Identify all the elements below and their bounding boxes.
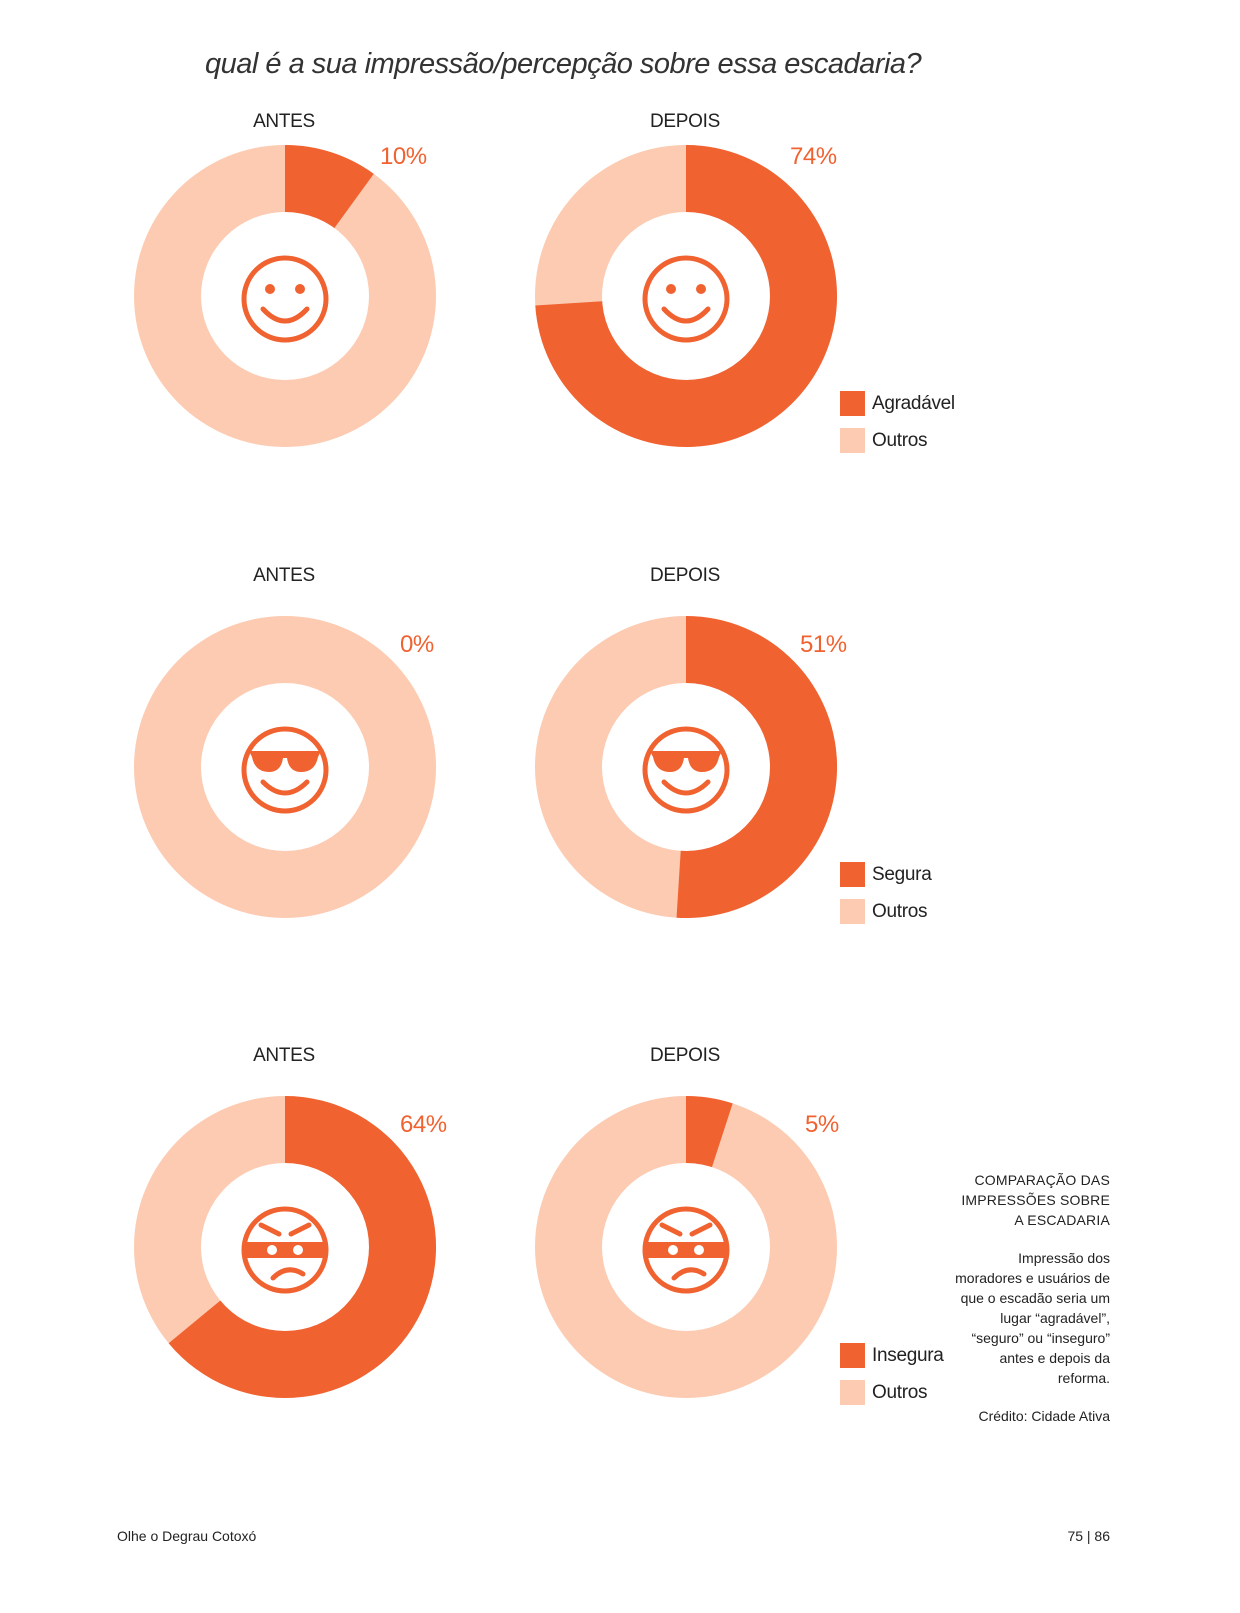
legend: Segura Outros <box>840 856 932 930</box>
legend-label: Segura <box>872 863 932 885</box>
legend-swatch-light <box>840 899 865 924</box>
legend-label: Outros <box>872 1381 928 1403</box>
smiley-icon <box>241 255 329 343</box>
page-number: 75 | 86 <box>1067 1528 1110 1544</box>
bandit-face-icon <box>642 1206 730 1294</box>
chart-label-antes: ANTES <box>253 565 315 586</box>
chart-label-depois: DEPOIS <box>650 1045 720 1066</box>
caption-body: Impressão dos moradores e usuários de qu… <box>955 1250 1110 1386</box>
legend-item-secondary: Outros <box>840 1374 944 1411</box>
percentage-label: 5% <box>805 1111 839 1138</box>
legend-label: Outros <box>872 429 928 451</box>
legend-item-secondary: Outros <box>840 422 955 459</box>
smiley-icon <box>642 255 730 343</box>
donut-hole <box>602 683 770 851</box>
legend-item-primary: Agradável <box>840 385 955 422</box>
donut-hole <box>201 212 369 380</box>
bandit-face-icon <box>241 1206 329 1294</box>
legend-swatch-dark <box>840 391 865 416</box>
legend-label: Insegura <box>872 1344 944 1366</box>
percentage-label: 10% <box>380 143 427 170</box>
sunglasses-face-icon <box>241 726 329 814</box>
legend-label: Outros <box>872 900 928 922</box>
donut-hole <box>602 212 770 380</box>
legend-item-primary: Insegura <box>840 1337 944 1374</box>
percentage-label: 0% <box>400 631 434 658</box>
caption-credit: Crédito: Cidade Ativa <box>978 1408 1110 1424</box>
chart-label-depois: DEPOIS <box>650 565 720 586</box>
percentage-label: 51% <box>800 631 847 658</box>
donut-chart-agradavel-depois <box>535 145 838 447</box>
footer-publication-title: Olhe o Degrau Cotoxó <box>117 1528 257 1544</box>
legend-swatch-dark <box>840 862 865 887</box>
legend-swatch-dark <box>840 1343 865 1368</box>
percentage-label: 74% <box>790 143 837 170</box>
chart-label-depois: DEPOIS <box>650 111 720 132</box>
donut-chart-agradavel-antes <box>134 145 436 447</box>
chart-label-antes: ANTES <box>253 1045 315 1066</box>
donut-chart-insegura-antes <box>134 1096 436 1398</box>
chart-label-antes: ANTES <box>253 111 315 132</box>
legend-item-secondary: Outros <box>840 893 931 930</box>
legend-label: Agradável <box>872 392 955 414</box>
legend-swatch-light <box>840 428 865 453</box>
page-title: qual é a sua impressão/percepção sobre e… <box>205 48 922 80</box>
percentage-label: 64% <box>400 1111 447 1138</box>
legend-item-primary: Segura <box>840 856 932 893</box>
donut-hole <box>201 683 369 851</box>
donut-chart-insegura-depois <box>535 1096 837 1398</box>
caption-heading: COMPARAÇÃO DAS IMPRESSÕES SOBRE A ESCADA… <box>961 1172 1110 1228</box>
figure-caption: COMPARAÇÃO DAS IMPRESSÕES SOBRE A ESCADA… <box>955 1170 1110 1426</box>
legend: Insegura Outros <box>840 1337 944 1411</box>
legend: Agradável Outros <box>840 385 955 459</box>
sunglasses-face-icon <box>642 726 730 814</box>
donut-chart-segura-depois <box>535 616 838 918</box>
legend-swatch-light <box>840 1380 865 1405</box>
donut-chart-segura-antes <box>134 616 436 918</box>
